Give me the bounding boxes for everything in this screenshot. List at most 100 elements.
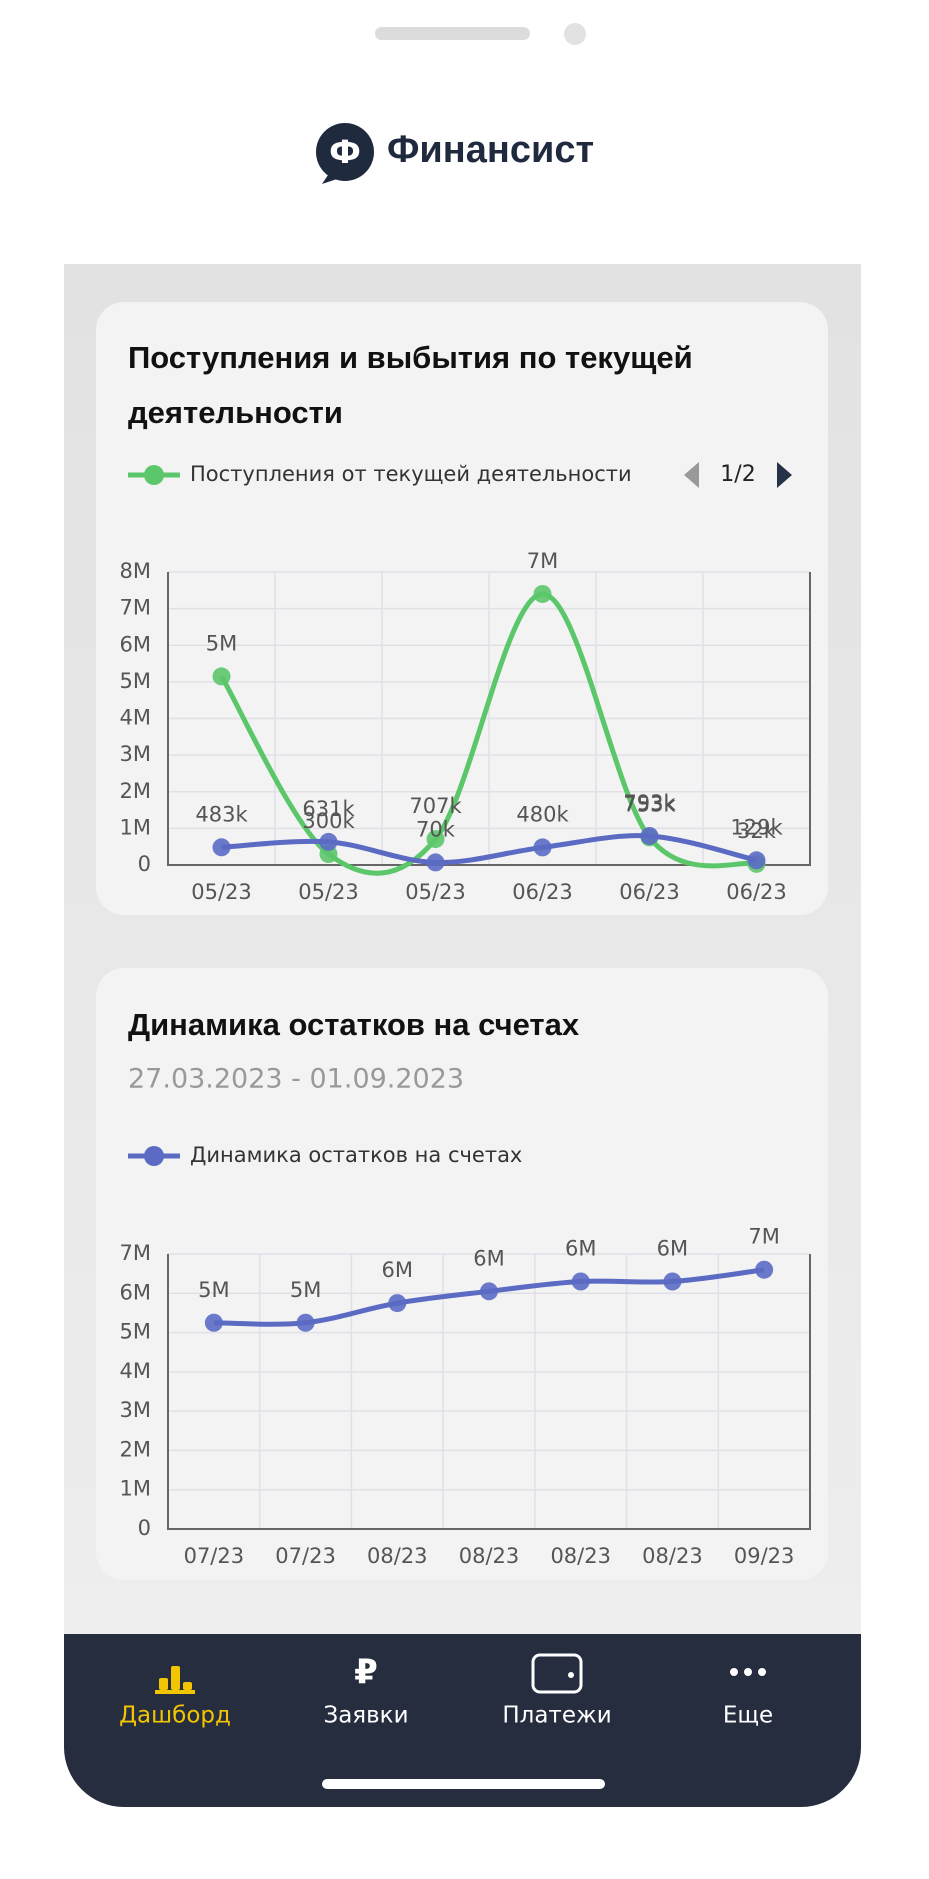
y-tick-label: 0 (138, 852, 151, 876)
value-label: 300k (302, 809, 355, 833)
card (96, 968, 828, 1580)
nav-label: Заявки (323, 1703, 408, 1729)
pager: 1/2 (720, 462, 755, 487)
point (426, 830, 445, 849)
y-tick-label: 4M (120, 1359, 151, 1383)
x-tick-label: 06/23 (512, 880, 573, 904)
y-tick-label: 7M (120, 596, 151, 620)
value-label: 6M (473, 1246, 504, 1270)
value-label: 7M (527, 549, 558, 573)
y-tick-label: 1M (120, 815, 151, 839)
axis (167, 572, 811, 866)
nav-item[interactable]: ₽ Заявки (323, 1653, 408, 1729)
axis (167, 1254, 811, 1530)
nav-item[interactable]: Платежи (502, 1653, 612, 1729)
point (319, 832, 338, 851)
nav-icon: ₽ (354, 1653, 378, 1693)
point (212, 838, 231, 857)
point (533, 584, 552, 603)
value-label: 631k (302, 797, 355, 821)
point (747, 851, 766, 870)
icon-dot (730, 1668, 738, 1676)
y-tick-label: 8M (120, 559, 151, 583)
value-label: 6M (657, 1237, 688, 1261)
point (212, 667, 231, 686)
series-line (221, 833, 758, 865)
y-tick-label: 6M (120, 632, 151, 656)
app-title: Финансист (387, 129, 594, 171)
icon-base (155, 1690, 195, 1694)
value-label: 480k (516, 802, 569, 826)
icon-dot (758, 1668, 766, 1676)
value-label: 7M (748, 1225, 779, 1249)
legend-label: Поступления от текущей деятельности (190, 462, 632, 486)
nav-bar (64, 1634, 861, 1807)
nav-item[interactable]: Еще (723, 1668, 773, 1729)
point (388, 1294, 407, 1313)
value-label: 32k (737, 819, 777, 843)
icon-bar (171, 1666, 180, 1690)
icon-bar (183, 1682, 192, 1690)
next-page[interactable] (777, 462, 792, 488)
prev-page[interactable] (684, 462, 699, 488)
point (755, 1260, 774, 1279)
value-label: 6M (382, 1258, 413, 1282)
point (480, 1282, 498, 1301)
value-label: 5M (198, 1278, 229, 1302)
x-tick-label: 05/23 (191, 880, 252, 904)
y-tick-label: 6M (120, 1280, 151, 1304)
value-label: 5M (290, 1278, 321, 1302)
x-tick-label: 08/23 (367, 1544, 428, 1568)
value-label: 5M (206, 631, 237, 655)
x-tick-label: 09/23 (734, 1544, 795, 1568)
nav-label: Еще (723, 1703, 773, 1729)
nav-label: Платежи (502, 1703, 611, 1729)
point (426, 853, 445, 872)
chart-subtitle: 27.03.2023 - 01.09.2023 (128, 1064, 464, 1095)
x-tick-label: 08/23 (642, 1544, 703, 1568)
x-tick-label: 06/23 (619, 880, 680, 904)
x-tick-label: 07/23 (184, 1544, 245, 1568)
y-tick-label: 7M (120, 1241, 151, 1265)
icon-wallet-dot (568, 1672, 574, 1678)
legend-dot (144, 465, 164, 485)
chart-title: Динамика остатков на счетах (128, 1007, 580, 1042)
value-label: 6M (565, 1237, 596, 1261)
y-tick-label: 5M (120, 1320, 151, 1344)
x-tick-label: 05/23 (298, 880, 359, 904)
point (296, 1313, 315, 1332)
value-label: 707k (409, 794, 462, 818)
y-tick-label: 2M (120, 1437, 151, 1461)
x-tick-label: 06/23 (726, 880, 787, 904)
x-tick-label: 08/23 (459, 1544, 520, 1568)
y-tick-label: 2M (120, 779, 151, 803)
x-tick-label: 08/23 (550, 1544, 611, 1568)
value-label: 70k (416, 817, 456, 841)
chart-title: Поступления и выбытия по текущей деятель… (128, 340, 693, 430)
camera (564, 23, 586, 45)
legend-label: Динамика остатков на счетах (190, 1143, 522, 1167)
title-box: Поступления и выбытия по текущей деятель… (128, 340, 693, 430)
notch (375, 27, 530, 40)
logo (316, 123, 374, 181)
y-tick-label: 3M (120, 1398, 151, 1422)
value-label: 793k (623, 791, 676, 815)
x-tick-label: 05/23 (405, 880, 466, 904)
title-box: Динамика остатков на счетах (128, 1007, 580, 1042)
point (204, 1313, 223, 1332)
icon-wallet (531, 1653, 583, 1694)
y-tick-label: 0 (138, 1516, 151, 1540)
value-label: 753k (623, 792, 676, 816)
nav-item[interactable]: Дашборд (119, 1666, 231, 1729)
point (571, 1272, 590, 1291)
y-tick-label: 4M (120, 706, 151, 730)
y-tick-label: 3M (120, 742, 151, 766)
x-tick-label: 07/23 (275, 1544, 336, 1568)
value-label: 483k (195, 802, 248, 826)
icon-dot (744, 1668, 752, 1676)
value-label: 129k (730, 815, 783, 839)
nav-label: Дашборд (119, 1703, 231, 1729)
y-tick-label: 1M (120, 1477, 151, 1501)
